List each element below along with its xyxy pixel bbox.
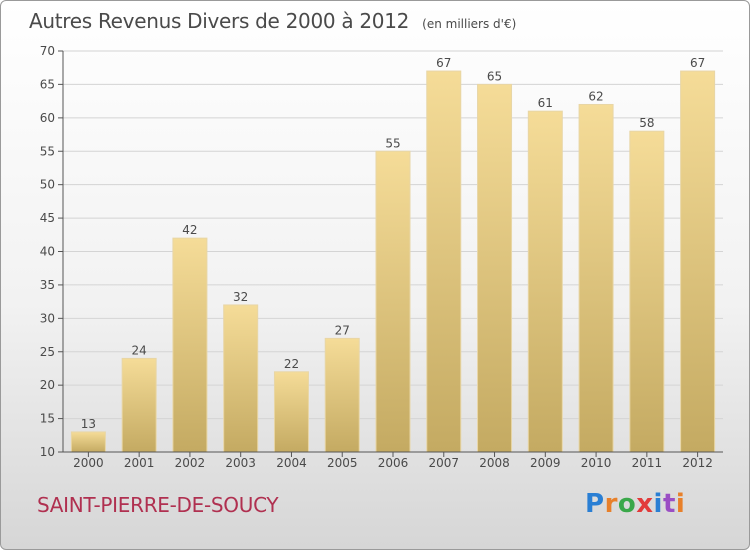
x-tick-label: 2000 bbox=[73, 456, 104, 470]
bar-value-label: 61 bbox=[538, 96, 553, 110]
x-tick-label: 2002 bbox=[175, 456, 206, 470]
bar-2003[interactable] bbox=[223, 304, 259, 453]
y-tick-label: 50 bbox=[40, 178, 55, 192]
bar-2006[interactable] bbox=[375, 150, 411, 453]
bar-value-label: 42 bbox=[182, 223, 197, 237]
x-tick-label: 2008 bbox=[479, 456, 510, 470]
x-tick-label: 2009 bbox=[530, 456, 561, 470]
bar-value-label: 27 bbox=[335, 323, 350, 337]
y-tick-label: 35 bbox=[40, 278, 55, 292]
bar-2012[interactable] bbox=[680, 70, 716, 453]
bar-chart: 13 24 42 32 22 27 55 67 65 61 62 58 67 10 15 20 25 30 35 4… bbox=[40, 44, 723, 470]
bar-value-label: 13 bbox=[81, 417, 96, 431]
x-tick-label: 2011 bbox=[632, 456, 663, 470]
bar-value-label: 32 bbox=[233, 290, 248, 304]
bar-value-label: 58 bbox=[639, 116, 654, 130]
x-tick-label: 2010 bbox=[581, 456, 612, 470]
bar-value-label: 24 bbox=[132, 343, 147, 357]
bar-2010[interactable] bbox=[578, 103, 614, 453]
y-tick-label: 60 bbox=[40, 111, 55, 125]
bar-value-label: 65 bbox=[487, 69, 502, 83]
chart-unit: (en milliers d'€) bbox=[422, 17, 517, 31]
bar-value-label: 55 bbox=[385, 136, 400, 150]
location-name: SAINT-PIERRE-DE-SOUCY bbox=[37, 493, 279, 517]
y-tick-label: 65 bbox=[40, 77, 55, 91]
bar-value-label: 67 bbox=[436, 56, 451, 70]
x-tick-label: 2007 bbox=[428, 456, 459, 470]
y-tick-label: 20 bbox=[40, 378, 55, 392]
x-tick-label: 2012 bbox=[682, 456, 713, 470]
x-tick-label: 2006 bbox=[378, 456, 409, 470]
bar-value-label: 22 bbox=[284, 357, 299, 371]
bar-2009[interactable] bbox=[527, 110, 563, 453]
bar-value-label: 67 bbox=[690, 56, 705, 70]
x-tick-label: 2005 bbox=[327, 456, 358, 470]
y-tick-label: 15 bbox=[40, 412, 55, 426]
chart-title: Autres Revenus Divers de 2000 à 2012 bbox=[29, 9, 410, 33]
bar-2005[interactable] bbox=[324, 337, 360, 453]
y-tick-label: 10 bbox=[40, 445, 55, 459]
y-tick-label: 30 bbox=[40, 311, 55, 325]
y-tick-label: 25 bbox=[40, 345, 55, 359]
bar-value-label: 62 bbox=[588, 89, 603, 103]
bar-2004[interactable] bbox=[273, 371, 309, 453]
bar-2000[interactable] bbox=[70, 431, 106, 453]
bar-2008[interactable] bbox=[477, 83, 513, 453]
x-tick-label: 2001 bbox=[124, 456, 155, 470]
y-tick-label: 40 bbox=[40, 245, 55, 259]
bar-2001[interactable] bbox=[121, 357, 157, 453]
bar-2002[interactable] bbox=[172, 237, 208, 453]
x-tick-label: 2003 bbox=[225, 456, 256, 470]
x-tick-label: 2004 bbox=[276, 456, 307, 470]
proxiti-logo[interactable]: Proxiti bbox=[585, 489, 686, 519]
bar-2007[interactable] bbox=[426, 70, 462, 453]
y-tick-label: 45 bbox=[40, 211, 55, 225]
y-tick-label: 55 bbox=[40, 144, 55, 158]
y-tick-label: 70 bbox=[40, 44, 55, 58]
title-row: Autres Revenus Divers de 2000 à 2012 (en… bbox=[29, 9, 516, 33]
bar-2011[interactable] bbox=[629, 130, 665, 453]
